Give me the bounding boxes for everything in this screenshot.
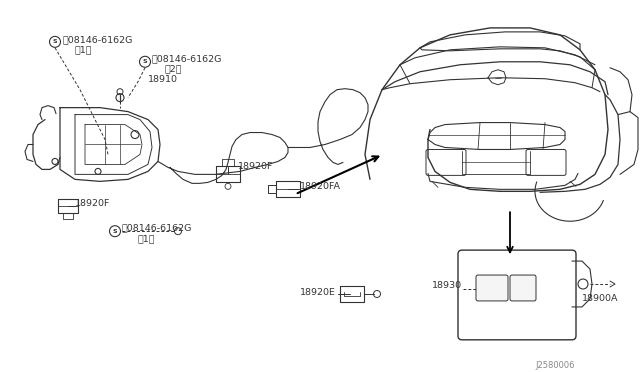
FancyBboxPatch shape — [526, 150, 566, 175]
Text: （1）: （1） — [138, 234, 156, 243]
Text: S: S — [52, 39, 58, 44]
FancyBboxPatch shape — [426, 150, 466, 175]
Text: 18910: 18910 — [148, 75, 178, 84]
Text: 18930: 18930 — [432, 281, 462, 290]
Text: 18900A: 18900A — [582, 294, 618, 303]
Text: 18920E: 18920E — [300, 288, 336, 297]
Text: Ⓝ08146-6162G: Ⓝ08146-6162G — [122, 223, 193, 232]
FancyBboxPatch shape — [510, 275, 536, 301]
Text: S: S — [143, 59, 147, 64]
Text: 18920FA: 18920FA — [300, 182, 341, 191]
Text: Ⓝ08146-6162G: Ⓝ08146-6162G — [152, 55, 222, 64]
Text: 18920F: 18920F — [75, 199, 110, 208]
FancyBboxPatch shape — [476, 275, 508, 301]
Text: 18920F: 18920F — [238, 163, 273, 171]
FancyBboxPatch shape — [458, 250, 576, 340]
Text: （1）: （1） — [75, 45, 93, 54]
Text: J2580006: J2580006 — [536, 361, 575, 370]
Text: Ⓝ08146-6162G: Ⓝ08146-6162G — [63, 35, 133, 44]
Text: （2）: （2） — [165, 65, 182, 74]
Text: S: S — [113, 229, 117, 234]
